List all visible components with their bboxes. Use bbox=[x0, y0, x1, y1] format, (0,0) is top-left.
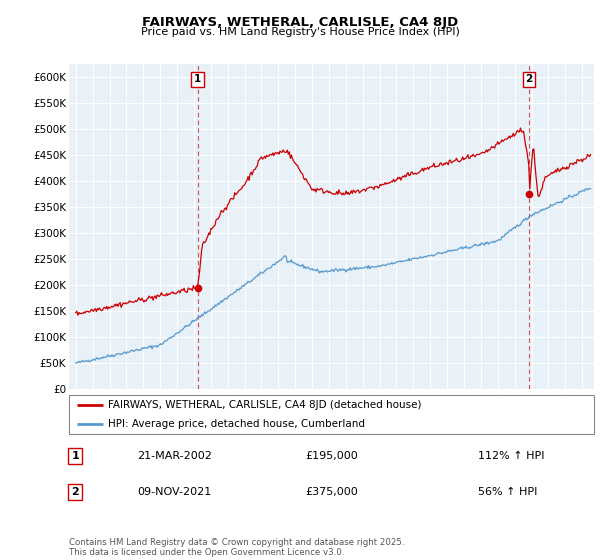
Text: 56% ↑ HPI: 56% ↑ HPI bbox=[479, 487, 538, 497]
Text: 1: 1 bbox=[194, 74, 201, 85]
Text: FAIRWAYS, WETHERAL, CARLISLE, CA4 8JD (detached house): FAIRWAYS, WETHERAL, CARLISLE, CA4 8JD (d… bbox=[109, 400, 422, 410]
Text: Contains HM Land Registry data © Crown copyright and database right 2025.
This d: Contains HM Land Registry data © Crown c… bbox=[69, 538, 404, 557]
Text: FAIRWAYS, WETHERAL, CARLISLE, CA4 8JD: FAIRWAYS, WETHERAL, CARLISLE, CA4 8JD bbox=[142, 16, 458, 29]
Text: 21-MAR-2002: 21-MAR-2002 bbox=[137, 451, 212, 461]
FancyBboxPatch shape bbox=[69, 395, 594, 434]
Text: 09-NOV-2021: 09-NOV-2021 bbox=[137, 487, 212, 497]
Text: 2: 2 bbox=[526, 74, 533, 85]
Text: 1: 1 bbox=[71, 451, 79, 461]
Text: HPI: Average price, detached house, Cumberland: HPI: Average price, detached house, Cumb… bbox=[109, 419, 365, 429]
Text: £195,000: £195,000 bbox=[305, 451, 358, 461]
Text: 2: 2 bbox=[71, 487, 79, 497]
Text: £375,000: £375,000 bbox=[305, 487, 358, 497]
Text: 112% ↑ HPI: 112% ↑ HPI bbox=[479, 451, 545, 461]
Text: Price paid vs. HM Land Registry's House Price Index (HPI): Price paid vs. HM Land Registry's House … bbox=[140, 27, 460, 37]
